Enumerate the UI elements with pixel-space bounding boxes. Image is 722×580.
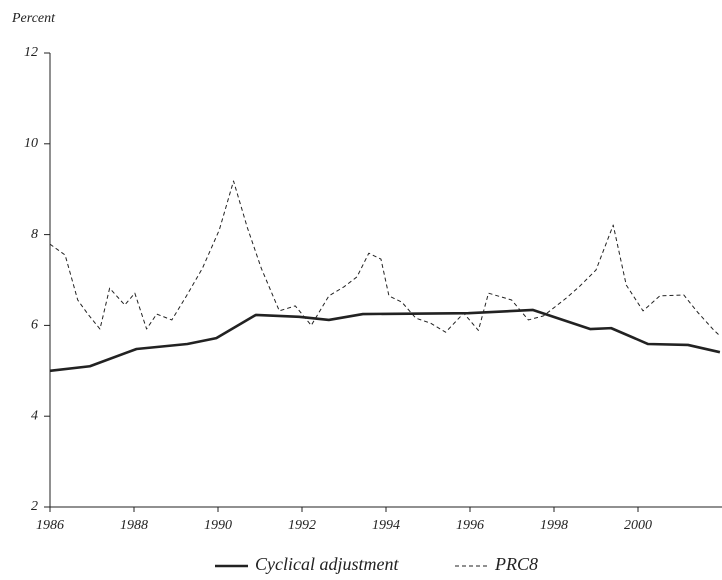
legend-label: Cyclical adjustment: [255, 554, 399, 574]
y-tick-label: 12: [24, 45, 38, 60]
x-tick-label: 1996: [456, 518, 484, 533]
x-tick-label: 1986: [36, 518, 64, 533]
x-tick-label: 1994: [372, 518, 400, 533]
y-tick-label: 10: [24, 136, 38, 151]
series-line: [49, 180, 721, 337]
x-tick-label: 1988: [120, 518, 148, 533]
x-tick-label: 1990: [204, 518, 232, 533]
x-tick-label: 2000: [624, 518, 652, 533]
y-tick-label: 6: [31, 318, 38, 333]
x-tick-label: 1998: [540, 518, 568, 533]
y-tick-label: 4: [31, 408, 38, 423]
y-axis-label: Percent: [11, 11, 56, 26]
legend-label: PRC8: [494, 554, 538, 574]
y-tick-label: 2: [31, 499, 38, 514]
y-tick-label: 8: [31, 227, 38, 242]
series-line: [49, 308, 721, 373]
x-tick-label: 1992: [288, 518, 316, 533]
